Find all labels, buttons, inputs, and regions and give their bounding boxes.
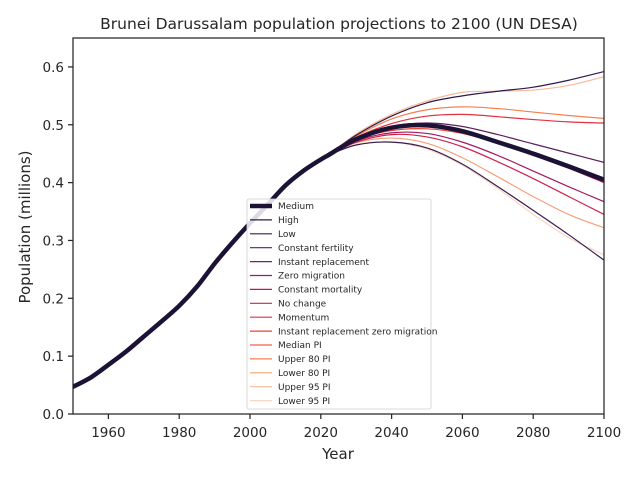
x-tick-label: 2060 [445, 425, 479, 441]
y-tick-label: 0.2 [43, 291, 64, 307]
series-line-no-change [327, 133, 604, 216]
y-tick-label: 0.3 [43, 233, 64, 249]
y-tick-label: 0.1 [43, 349, 64, 365]
legend-label: High [278, 216, 299, 226]
legend-label: Lower 95 PI [278, 397, 330, 407]
y-tick-label: 0.4 [43, 176, 64, 192]
y-tick-label: 0.5 [43, 118, 64, 134]
legend-label: Constant fertility [278, 244, 354, 254]
legend: Medium High Low Constant fertility Instant r… [246, 198, 437, 410]
series-line-low [327, 141, 604, 261]
legend-label: No change [278, 300, 327, 310]
legend-label: Median PI [278, 341, 322, 351]
x-axis-title: Year [321, 445, 355, 463]
plot-frame [72, 37, 605, 415]
legend-label: Lower 80 PI [278, 369, 330, 379]
legend-box [246, 198, 432, 410]
x-tick-label: 2020 [304, 425, 338, 441]
legend-label: Instant replacement [278, 258, 369, 268]
series-line-lower-80-pi [327, 137, 604, 229]
series-line-upper-95-pi [327, 76, 604, 157]
series-line-upper-80-pi [327, 106, 604, 157]
y-axis-title: Population (millions) [16, 150, 34, 303]
x-tick-label: 2080 [516, 425, 550, 441]
legend-label: Instant replacement zero migration [278, 327, 437, 337]
legend-label: Low [278, 230, 296, 240]
series-line-high [327, 70, 604, 157]
x-tick-label: 1960 [91, 425, 125, 441]
legend-label: Upper 80 PI [278, 355, 331, 365]
y-tick-label: 0.6 [43, 60, 64, 76]
x-tick-label: 2100 [587, 425, 621, 441]
axes: 1960 1980 2000 2020 2040 2060 2080 2100 0.0 0.1 0.… [43, 37, 621, 441]
series-line-medium [325, 122, 604, 182]
plot-area [73, 70, 604, 390]
legend-label: Momentum [278, 313, 329, 323]
legend-label: Constant mortality [278, 286, 363, 296]
chart-title: Brunei Darussalam population projections… [100, 15, 578, 33]
x-tick-label: 1980 [162, 425, 196, 441]
y-tick-label: 0.0 [43, 407, 64, 423]
series-line-zero-migration [327, 131, 604, 203]
historical-line [73, 153, 331, 390]
legend-label: Medium [278, 202, 314, 212]
x-tick-label: 2000 [233, 425, 267, 441]
legend-label: Zero migration [278, 272, 345, 282]
x-tick-label: 2040 [374, 425, 408, 441]
legend-label: Upper 95 PI [278, 383, 331, 393]
